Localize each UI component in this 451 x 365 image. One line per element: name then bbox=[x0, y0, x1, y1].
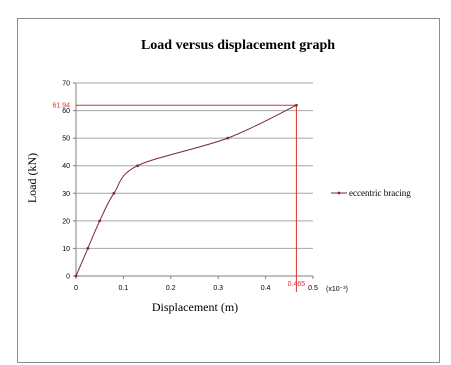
series-eccentric-bracing bbox=[74, 103, 298, 278]
y-tick-label-60: 60 bbox=[62, 108, 70, 115]
peak-load-label: 61.94 bbox=[52, 103, 70, 110]
y-tick-label-70: 70 bbox=[62, 81, 70, 88]
chart-title: Load versus displacement graph bbox=[141, 38, 335, 53]
x-axis-label: Displacement (m) bbox=[152, 300, 238, 314]
axes bbox=[73, 82, 314, 279]
x-tick-label-0.4: 0.4 bbox=[261, 285, 271, 292]
y-tick-label-0: 0 bbox=[66, 274, 70, 281]
peak-annotation: 61.94 0.465 bbox=[52, 103, 305, 292]
y-tick-label-20: 20 bbox=[62, 218, 70, 225]
y-axis-label: Load (kN) bbox=[25, 153, 39, 203]
x-tick-label-0.1: 0.1 bbox=[119, 285, 129, 292]
chart-frame bbox=[17, 18, 440, 363]
gridlines bbox=[76, 82, 313, 249]
x-tick-labels: 0 0.1 0.2 0.3 0.4 0.5 bbox=[74, 285, 318, 292]
legend-label: eccentric bracing bbox=[349, 188, 411, 198]
x-tick-label-0.3: 0.3 bbox=[213, 285, 223, 292]
legend: eccentric bracing bbox=[331, 188, 411, 198]
peak-disp-label: 0.465 bbox=[288, 281, 306, 288]
data-point-5 bbox=[226, 136, 230, 140]
data-point-3 bbox=[112, 191, 116, 195]
x-tick-label-0.2: 0.2 bbox=[166, 285, 176, 292]
data-point-4 bbox=[136, 164, 140, 168]
series-line bbox=[75, 104, 297, 277]
y-tick-label-10: 10 bbox=[62, 246, 70, 253]
legend-marker bbox=[337, 191, 341, 195]
y-tick-label-30: 30 bbox=[62, 191, 70, 198]
x-tick-label-0.5: 0.5 bbox=[308, 285, 318, 292]
data-point-6 bbox=[295, 103, 298, 107]
data-point-2 bbox=[98, 219, 102, 223]
data-point-1 bbox=[86, 247, 90, 250]
x-unit-note: (x10⁻³) bbox=[326, 286, 348, 293]
x-tick-label-0: 0 bbox=[74, 285, 78, 292]
y-tick-labels: 0 10 20 30 40 50 60 70 bbox=[62, 81, 70, 281]
y-tick-label-50: 50 bbox=[62, 136, 70, 143]
y-tick-label-40: 40 bbox=[62, 163, 70, 170]
data-point-0 bbox=[74, 274, 78, 278]
